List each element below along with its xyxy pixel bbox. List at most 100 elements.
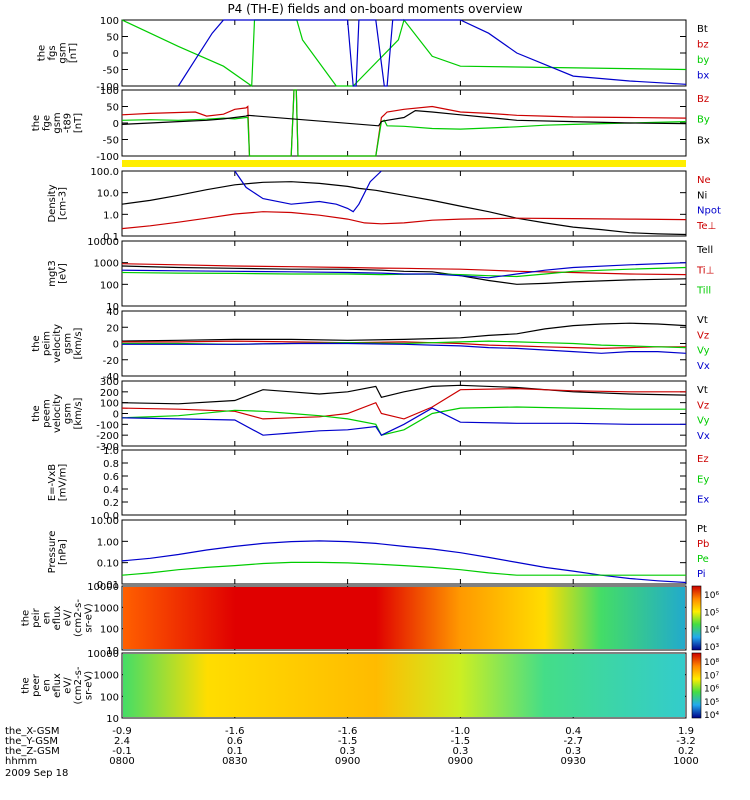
ylabel-line: mgt3	[47, 260, 58, 286]
legend-entry-Vy: Vy	[697, 346, 710, 357]
xaxis-tick-value: 2.4	[114, 736, 130, 747]
ylabel-line: gsm	[63, 403, 74, 424]
ytick-label: 100	[100, 399, 119, 410]
xaxis-tick-value: 0900	[335, 756, 360, 767]
ytick-label: 1.0	[103, 210, 119, 221]
ylabel-line: the	[31, 405, 42, 421]
heatmap-image-peir	[123, 587, 685, 649]
ytick-label: 1000	[94, 671, 119, 682]
legend-entry-by: by	[697, 55, 709, 66]
xaxis-tick-value: -1.5	[338, 736, 358, 747]
ylabel-line: gsm	[63, 333, 74, 354]
ytick-label: 100	[100, 86, 119, 97]
ytick-label: 10	[106, 646, 119, 657]
colorbar-tick-label: 10⁶	[704, 685, 719, 695]
ytick-label: 100	[100, 16, 119, 27]
ytick-label: 10000	[87, 582, 119, 593]
ytick-label: 0	[113, 49, 119, 60]
legend-entry-Pt: Pt	[697, 524, 707, 535]
ylabel-line: velocity	[52, 394, 63, 433]
legend-entry-Vy: Vy	[697, 416, 710, 427]
legend-entry-Ti⊥: Ti⊥	[696, 265, 714, 276]
ytick-label: 0.10	[97, 559, 119, 570]
panel-frame-fge	[121, 89, 687, 157]
series-line-Vx	[121, 407, 686, 436]
xaxis-tick-value: -0.9	[112, 726, 132, 737]
ylabel-line: en	[42, 612, 53, 625]
legend-entry-By: By	[697, 115, 710, 126]
colorbar-tick-label: 10⁴	[704, 711, 719, 721]
xaxis-tick-value: 0930	[560, 756, 585, 767]
ylabel-line: peir	[31, 607, 42, 627]
ylabel-line: (cm2-s-	[73, 599, 84, 637]
legend-entry-Ne: Ne	[697, 175, 711, 186]
ylabel-line: [km/s]	[73, 397, 84, 429]
xaxis-tick-value: 0.3	[340, 746, 356, 757]
xaxis-tick-value: 1.9	[678, 726, 694, 737]
ytick-label: 10.0	[97, 189, 119, 200]
panel-frame-peir	[121, 585, 687, 651]
ytick-label: 1.00	[97, 537, 119, 548]
ytick-label: 10.00	[90, 516, 119, 527]
legend-entry-Te⊥: Te⊥	[696, 221, 716, 232]
legend-entry-Pb: Pb	[697, 539, 709, 550]
xaxis-tick-value: 0900	[448, 756, 473, 767]
series-line-Vt	[121, 322, 687, 342]
ytick-label: 20	[106, 323, 119, 334]
ylabel-line: eflux	[52, 673, 63, 698]
legend-entry-Vt: Vt	[697, 385, 708, 396]
ylabel-line: sr-eV)	[84, 603, 95, 632]
ytick-label: 100.0	[90, 167, 119, 178]
series-line-Bz	[121, 89, 687, 157]
ylabel-line: [eV]	[57, 263, 68, 284]
series-line-bx	[177, 19, 687, 87]
ylabel-line: E=-VxB	[47, 464, 58, 501]
colorbar-tick-label: 10⁷	[704, 671, 719, 681]
ytick-label: 0.1	[103, 232, 119, 243]
ylabel-line: [mV/m]	[57, 464, 68, 502]
ytick-label: 0.4	[103, 485, 119, 496]
ytick-label: 0.8	[103, 459, 119, 470]
ytick-label: 0.6	[103, 472, 119, 483]
panel-frame-efield	[121, 449, 687, 516]
ytick-label: 100	[100, 280, 119, 291]
series-line-Vz	[121, 387, 686, 420]
panel-frame-fgs	[121, 19, 687, 87]
xaxis-tick-value: -0.1	[112, 746, 132, 757]
series-line-Tell	[121, 265, 687, 285]
ytick-label: 0	[113, 410, 119, 421]
ylabel-line: [nT]	[68, 43, 79, 63]
panel-frame-pressure	[121, 519, 687, 585]
ytick-label: -50	[103, 136, 119, 147]
figure-title: P4 (TH-E) fields and on-board moments ov…	[227, 2, 523, 16]
colorbar-tick-label: 10⁵	[704, 698, 719, 708]
xaxis-tick-value: -1.6	[225, 726, 245, 737]
series-line-Ne	[121, 211, 687, 230]
colorbar-tick-label: 10⁸	[704, 658, 719, 668]
heatmap-image-peer	[123, 654, 685, 717]
xaxis-row-label: the_Y-GSM	[5, 736, 58, 747]
legend-entry-Ex: Ex	[697, 495, 709, 506]
series-line-Pe	[121, 561, 686, 576]
ylabel-line: peer	[31, 673, 42, 697]
xaxis-row-label: the_Z-GSM	[5, 746, 60, 757]
ylabel-line: -t89	[63, 113, 74, 133]
ytick-label: 100	[100, 692, 119, 703]
xaxis-tick-value: 0830	[222, 756, 247, 767]
ylabel-line: Density	[47, 184, 58, 222]
xaxis-tick-value: 0.6	[227, 736, 243, 747]
colorbar-tick-label: 10⁴	[704, 626, 719, 636]
series-line-Vt	[121, 384, 687, 405]
ylabel-line: en	[42, 679, 53, 692]
legend-entry-Vz: Vz	[697, 400, 709, 411]
legend-entry-Vt: Vt	[697, 315, 708, 326]
colorbar-peir	[691, 585, 702, 651]
ylabel-line: eflux	[52, 606, 63, 631]
ytick-label: 10000	[87, 237, 119, 248]
xaxis-row-label: the_X-GSM	[5, 726, 59, 737]
xaxis-tick-value: 0.3	[565, 746, 581, 757]
ylabel-line: [cm-3]	[57, 187, 68, 220]
legend-entry-Vx: Vx	[697, 431, 710, 442]
legend-entry-Pi: Pi	[697, 569, 706, 580]
